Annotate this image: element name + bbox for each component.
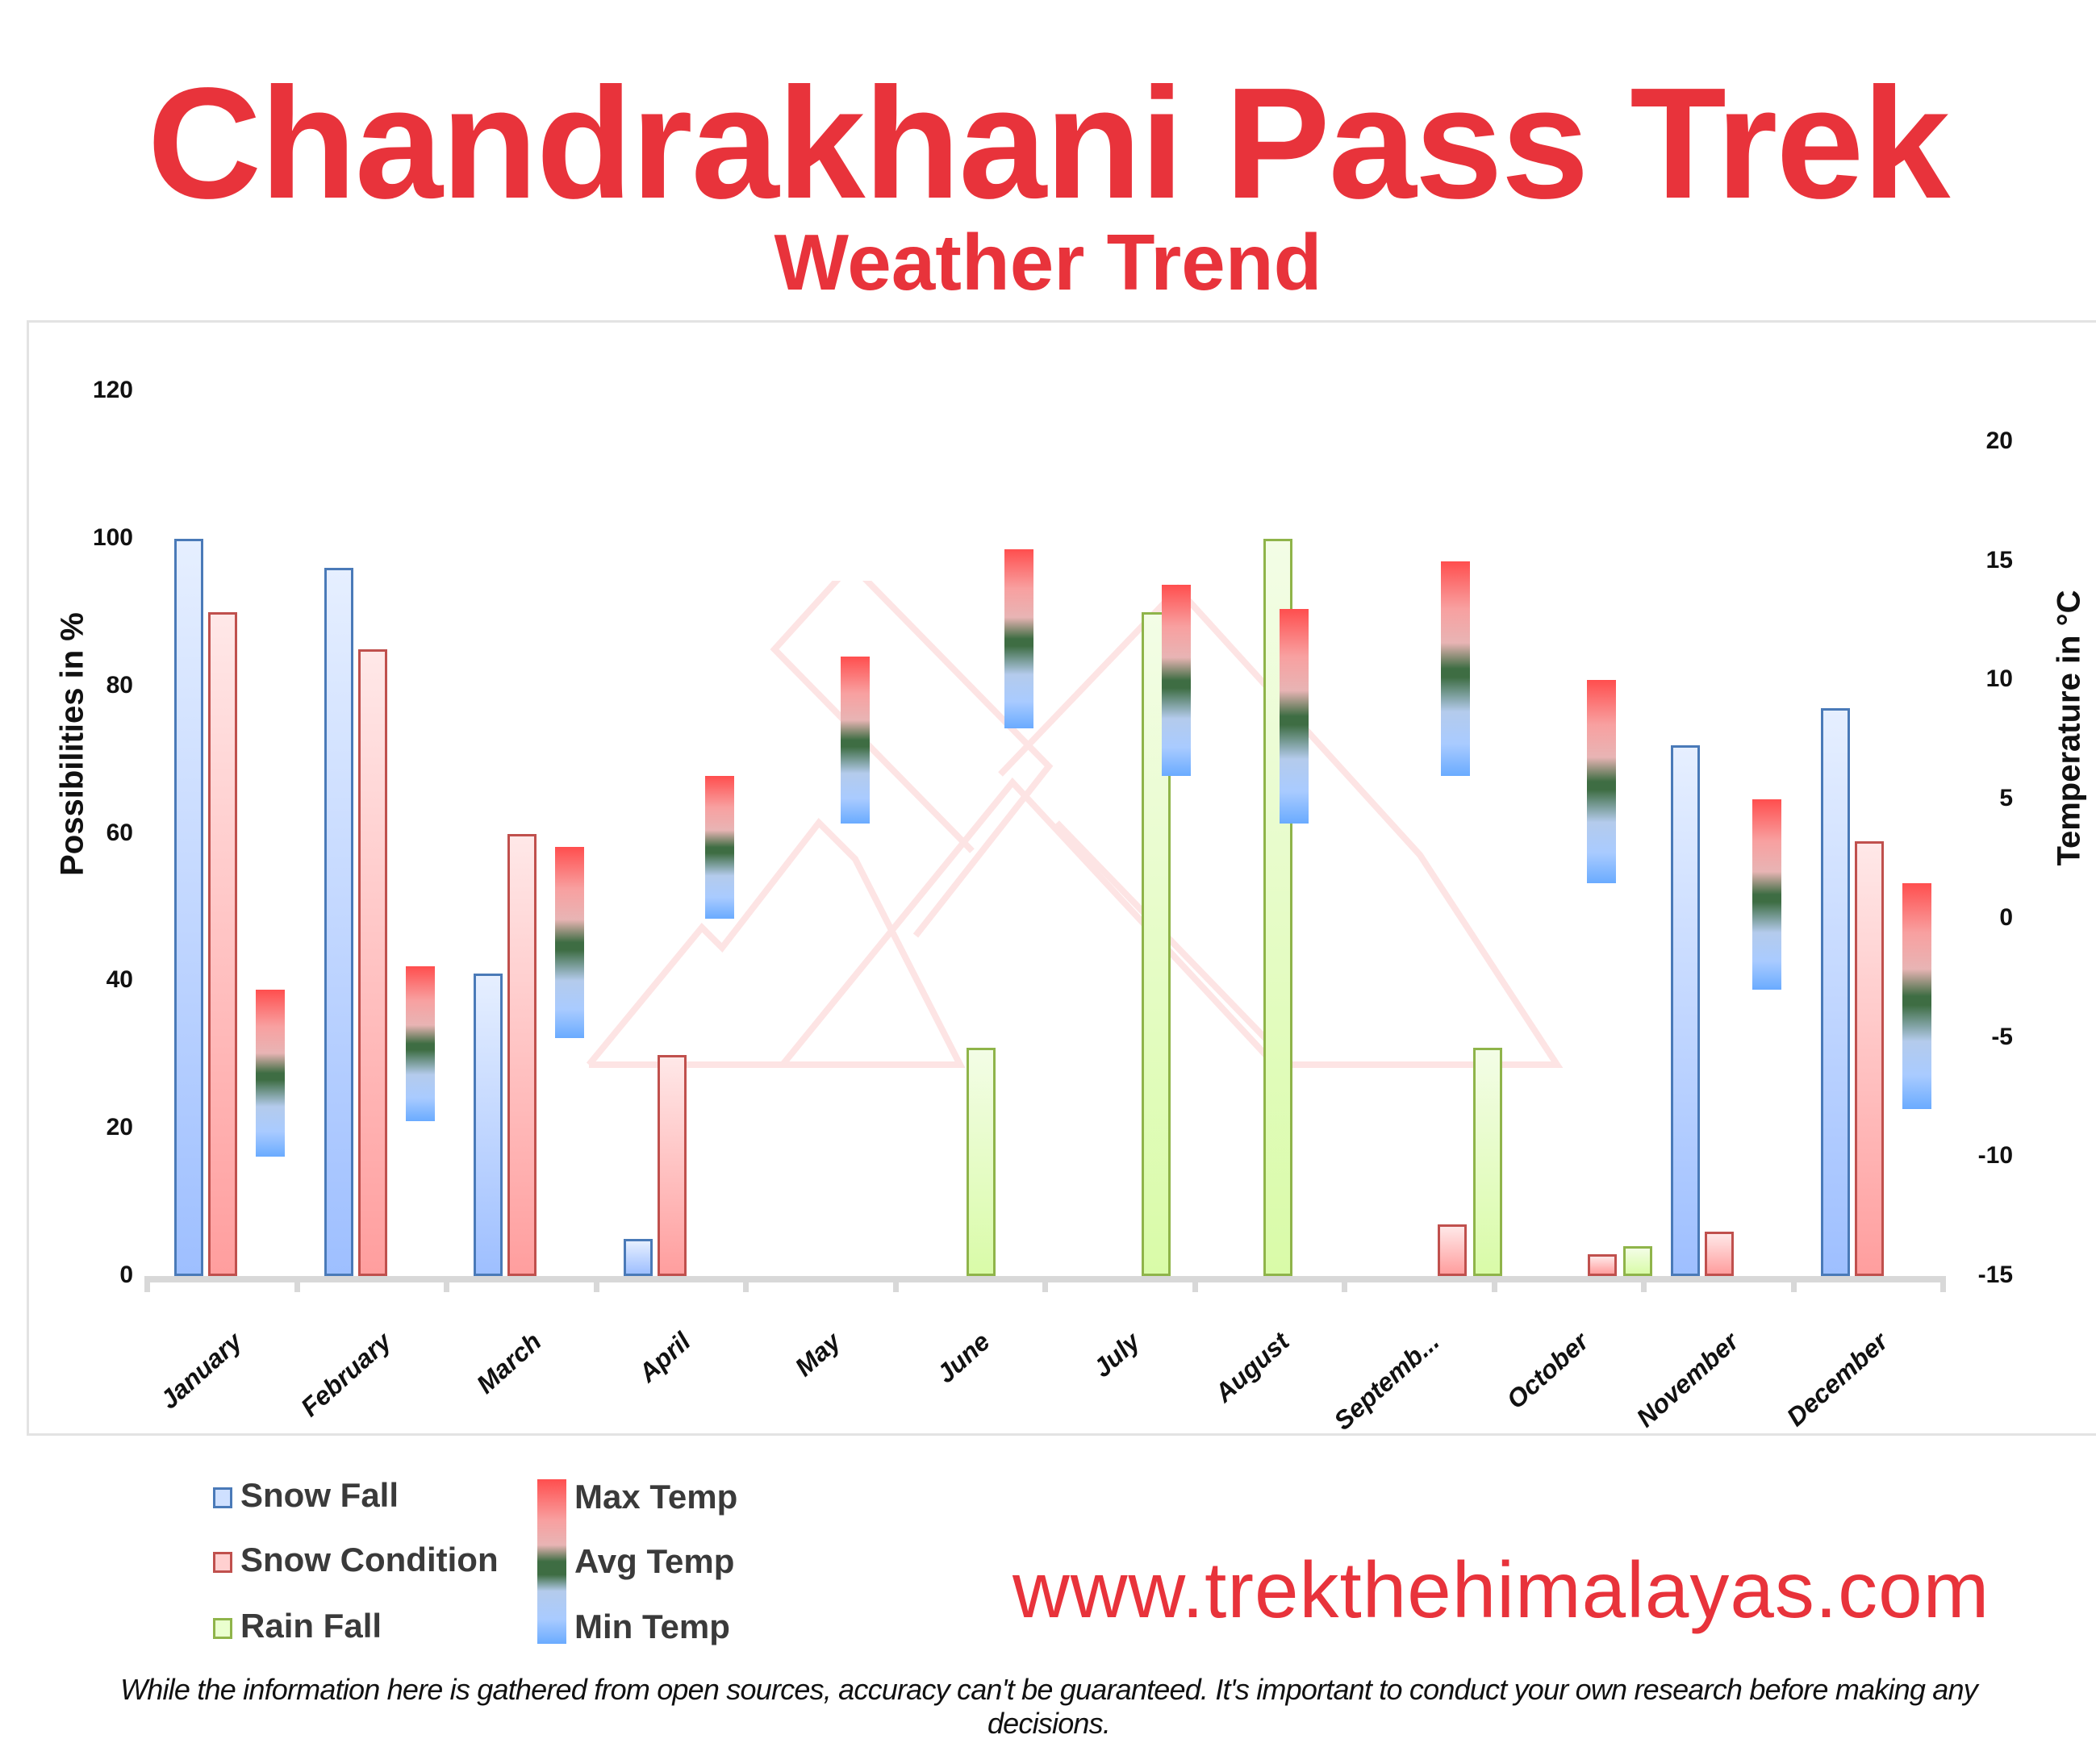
right-axis-tick: -10 [1977,1142,2013,1170]
temperature-range-bar [704,775,734,919]
snow-condition-bar [208,612,237,1276]
snow-condition-bar [1705,1232,1734,1276]
rain-fall-bar [966,1047,996,1276]
right-axis-tick: 20 [1985,427,2013,454]
snow-condition-bar [1587,1253,1617,1276]
rain-fall-bar [1142,612,1171,1276]
left-axis-tick: 120 [92,377,133,403]
temperature-range-bar [1162,585,1191,776]
x-axis-label: April [633,1326,696,1388]
left-axis-tick: 20 [106,1114,133,1141]
x-axis-tick [1042,1276,1048,1292]
x-axis-tick [1790,1276,1797,1292]
legend-avg-temp: Avg Temp [574,1542,735,1580]
temperature-range-bar [555,847,584,1038]
left-axis-tick: 60 [106,819,133,846]
x-axis-label: July [1087,1326,1146,1383]
x-axis-tick [1342,1276,1347,1292]
snow-fall-bar [623,1239,653,1276]
snow-condition-bar [1854,840,1884,1276]
chart-frame [27,320,2096,1436]
x-axis-label: Septemb... [1328,1326,1445,1436]
legend-rain-fall: Rain Fall [213,1607,382,1645]
snow-fall-bar [1671,744,1700,1276]
left-axis-tick: 40 [106,966,133,994]
snow-fall-swatch-icon [213,1487,232,1508]
temperature-range-bar [405,965,435,1121]
x-axis-label: March [470,1326,547,1399]
legend-snow-fall-label: Snow Fall [240,1476,399,1514]
temperature-range-bar [841,656,870,824]
temperature-range-bar [256,990,285,1157]
temperature-range-bar [1902,882,1931,1110]
x-axis-tick [892,1276,899,1292]
temperature-range-bar [1752,799,1781,990]
snow-fall-bar [474,974,503,1276]
right-axis-label: Temperature in °C [2051,590,2087,866]
rain-fall-bar [1622,1246,1652,1276]
right-axis-tick: -5 [1991,1023,2013,1050]
disclaimer-text: While the information here is gathered f… [120,1673,1978,1740]
temperature-range-bar [1441,561,1470,776]
rain-fall-bar [1473,1047,1502,1276]
right-axis-tick: -15 [1977,1261,2013,1288]
snow-fall-bar [324,568,353,1276]
temperature-range-bar [1586,680,1616,883]
right-axis-tick: 10 [1985,665,2013,693]
temperature-range-bar [1004,548,1033,728]
snow-fall-bar [174,538,203,1276]
snow-condition-swatch-icon [213,1552,232,1573]
x-axis-tick [1491,1276,1497,1292]
x-axis-tick [444,1276,449,1292]
x-axis-tick [1940,1276,1946,1292]
x-axis-tick [743,1276,749,1292]
x-axis-label: January [154,1326,248,1415]
x-axis-tick [294,1276,300,1292]
website-link[interactable]: www.trekthehimalayas.com [1013,1545,1990,1634]
temperature-gradient-swatch-icon [537,1479,566,1644]
right-axis-tick: 0 [1999,903,2013,931]
chart-subtitle: Weather Trend [774,218,1322,307]
legend-snow-condition: Snow Condition [213,1541,499,1579]
x-axis-tick [593,1276,599,1292]
temperature-range-bar [1279,608,1309,824]
chart-title: Chandrakhani Pass Trek [147,55,1951,231]
legend-snow-condition-label: Snow Condition [240,1541,499,1578]
snow-condition-bar [357,648,387,1276]
left-axis-label: Possibilities in % [54,612,90,876]
snow-fall-bar [1820,708,1850,1276]
rain-fall-swatch-icon [213,1618,232,1639]
legend-max-temp: Max Temp [574,1478,738,1516]
x-axis-label: October [1501,1326,1594,1415]
left-axis-tick: 0 [119,1261,133,1288]
x-axis-tick [1192,1276,1198,1292]
x-axis-label: February [295,1326,397,1423]
legend-rain-fall-label: Rain Fall [240,1607,382,1645]
legend-min-temp: Min Temp [574,1608,730,1645]
x-axis-tick [144,1276,150,1292]
legend-snow-fall: Snow Fall [213,1476,399,1515]
x-axis-label: November [1630,1326,1744,1433]
x-axis-label: June [931,1326,996,1389]
left-axis-tick: 80 [106,671,133,699]
snow-condition-bar [1438,1224,1467,1276]
right-axis-tick: 5 [1999,785,2013,812]
x-axis-label: December [1781,1326,1893,1432]
right-axis-tick: 15 [1985,546,2013,573]
x-axis-tick [1641,1276,1647,1292]
x-axis-label: August [1209,1326,1295,1408]
x-axis-label: May [789,1326,846,1382]
left-axis-tick: 100 [92,523,133,551]
snow-condition-bar [507,833,537,1276]
snow-condition-bar [657,1054,687,1276]
